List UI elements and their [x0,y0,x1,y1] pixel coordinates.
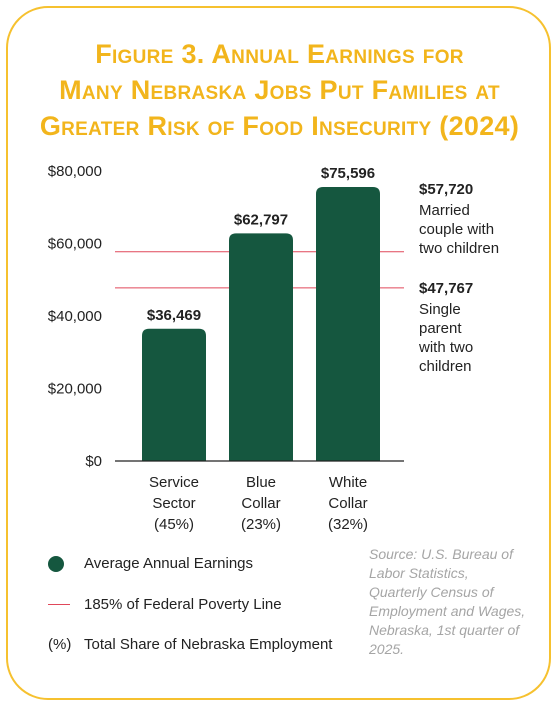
x-tick-label: (45%) [154,516,194,533]
line-swatch-icon [48,604,70,605]
y-tick-label: $60,000 [48,236,102,253]
poverty-line-description: parent [419,320,462,337]
legend-share: (%) Total Share of Nebraska Employment [48,636,332,653]
x-tick-label: Collar [241,495,280,512]
title-line-2: Many Nebraska Jobs Put Families at [59,75,500,105]
y-tick-label: $40,000 [48,308,102,325]
legend-poverty-label: 185% of Federal Poverty Line [84,596,282,613]
legend-earnings-label: Average Annual Earnings [84,555,254,572]
source-note: Source: U.S. Bureau of Labor Statistics,… [369,546,526,657]
poverty-line-description: two children [419,240,499,257]
x-tick-label: Blue [246,474,276,491]
bar-value-label: $36,469 [147,307,201,324]
legend-share-symbol: (%) [48,636,72,653]
y-tick-label: $20,000 [48,381,102,398]
poverty-line-value-label: $47,767 [419,280,473,297]
x-tick-label: (23%) [241,516,281,533]
bar [316,186,380,462]
title-line-1: Figure 3. Annual Earnings for [95,39,464,69]
bar-value-label: $75,596 [321,165,375,182]
poverty-line-description: Single [419,301,461,318]
x-tick-label: Service [149,474,199,491]
y-tick-label: $80,000 [48,163,102,180]
poverty-line-value-label: $57,720 [419,181,473,198]
title-line-3: Greater Risk of Food Insecurity (2024) [39,111,520,141]
x-tick-label: Sector [152,495,195,512]
bar-swatch-icon [48,555,64,572]
y-tick-label: $0 [85,453,102,470]
legend-earnings: Average Annual Earnings [48,555,253,572]
poverty-line-description: children [419,358,472,375]
poverty-line-description: with two [418,339,473,356]
legend-share-label: Total Share of Nebraska Employment [84,636,333,653]
bar-value-label: $62,797 [234,211,288,228]
x-tick-label: (32%) [328,516,368,533]
chart-title: Figure 3. Annual Earnings for Many Nebra… [0,36,559,144]
bar [142,328,206,461]
legend-poverty: 185% of Federal Poverty Line [48,596,282,613]
poverty-line-description: Married [419,202,470,219]
poverty-line-description: couple with [419,221,494,238]
x-tick-label: Collar [328,495,367,512]
x-tick-label: White [329,474,367,491]
bar [229,233,293,461]
